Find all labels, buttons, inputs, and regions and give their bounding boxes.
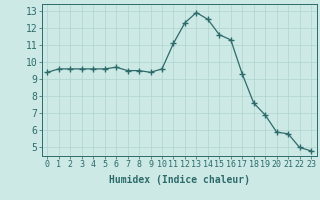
X-axis label: Humidex (Indice chaleur): Humidex (Indice chaleur) — [109, 175, 250, 185]
